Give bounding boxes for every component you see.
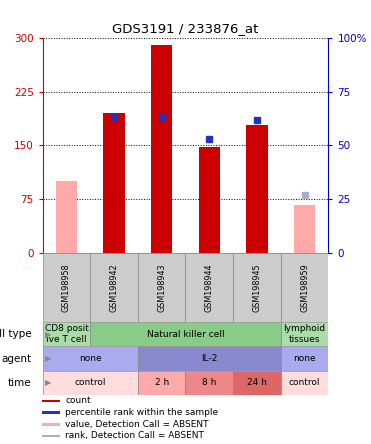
Text: GSM198943: GSM198943 — [157, 263, 166, 312]
Bar — [281, 253, 328, 322]
Text: rank, Detection Call = ABSENT: rank, Detection Call = ABSENT — [65, 432, 204, 440]
Bar — [43, 371, 138, 395]
Text: IL-2: IL-2 — [201, 354, 217, 363]
Text: lymphoid
tissues: lymphoid tissues — [283, 325, 326, 344]
Text: count: count — [65, 396, 91, 405]
Bar — [43, 253, 90, 322]
Text: Natural killer cell: Natural killer cell — [147, 329, 224, 339]
Text: agent: agent — [1, 353, 32, 364]
Text: value, Detection Call = ABSENT: value, Detection Call = ABSENT — [65, 420, 209, 429]
Bar — [42, 423, 60, 426]
Text: GSM198959: GSM198959 — [300, 263, 309, 312]
Bar — [281, 346, 328, 371]
Bar — [281, 371, 328, 395]
Bar — [281, 322, 328, 346]
Bar — [138, 253, 186, 322]
Text: percentile rank within the sample: percentile rank within the sample — [65, 408, 219, 417]
Text: CD8 posit
ive T cell: CD8 posit ive T cell — [45, 325, 88, 344]
Bar — [56, 181, 77, 253]
Text: GSM198945: GSM198945 — [252, 263, 262, 312]
Text: GSM198942: GSM198942 — [109, 263, 119, 312]
Bar — [90, 253, 138, 322]
Bar — [186, 371, 233, 395]
Bar — [138, 346, 281, 371]
Text: 24 h: 24 h — [247, 378, 267, 388]
Bar — [294, 205, 315, 253]
Text: 2 h: 2 h — [155, 378, 169, 388]
Text: ▶: ▶ — [45, 329, 51, 339]
Text: time: time — [8, 378, 32, 388]
Bar — [90, 322, 281, 346]
Text: cell type: cell type — [0, 329, 32, 339]
Title: GDS3191 / 233876_at: GDS3191 / 233876_at — [112, 22, 259, 35]
Text: 8 h: 8 h — [202, 378, 217, 388]
Text: GSM198958: GSM198958 — [62, 263, 71, 312]
Bar — [104, 113, 125, 253]
Bar — [233, 371, 281, 395]
Text: none: none — [293, 354, 316, 363]
Bar — [198, 147, 220, 253]
Text: GSM198944: GSM198944 — [205, 263, 214, 312]
Bar — [43, 322, 90, 346]
Text: control: control — [289, 378, 320, 388]
Text: ▶: ▶ — [45, 354, 51, 363]
Bar — [246, 125, 267, 253]
Bar — [43, 346, 138, 371]
Bar — [186, 253, 233, 322]
Text: none: none — [79, 354, 102, 363]
Text: ▶: ▶ — [45, 378, 51, 388]
Bar — [42, 411, 60, 414]
Bar — [151, 45, 173, 253]
Bar — [138, 371, 186, 395]
Text: control: control — [75, 378, 106, 388]
Bar — [42, 435, 60, 437]
Bar — [233, 253, 281, 322]
Bar — [42, 400, 60, 402]
